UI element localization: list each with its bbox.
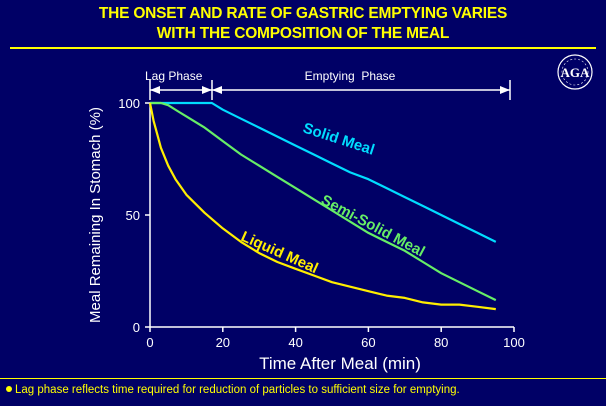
- empty-arrow-left: [212, 86, 222, 94]
- lag-phase-label: Lag Phase: [145, 69, 203, 83]
- x-tick-label-80: 80: [434, 335, 448, 350]
- series-group: [148, 101, 497, 311]
- lag-arrow-right: [202, 86, 212, 94]
- series-line-semi-solid-meal: [150, 101, 497, 302]
- y-tick-label-100: 100: [118, 96, 140, 111]
- x-tick-label-40: 40: [288, 335, 302, 350]
- aga-logo-icon: AGA: [557, 54, 593, 90]
- bullet-icon: [6, 386, 12, 392]
- x-tick-label-60: 60: [361, 335, 375, 350]
- title-line-1: THE ONSET AND RATE OF GASTRIC EMPTYING V…: [98, 5, 508, 22]
- tick-group: 0 20 40 60 80 100 0 50 100: [118, 96, 525, 350]
- footnote: Lag phase reflects time required for red…: [6, 384, 606, 396]
- y-tick-label-0: 0: [133, 320, 140, 335]
- liquid-meal-label: Liquid Meal: [238, 228, 320, 277]
- lag-arrow-left: [150, 86, 160, 94]
- title-underline: [10, 47, 596, 49]
- series-line-liquid-meal: [148, 102, 496, 311]
- logo-text: AGA: [561, 65, 591, 80]
- y-tick-label-50: 50: [126, 208, 140, 223]
- x-axis-label: Time After Meal (min): [259, 354, 421, 373]
- x-tick-label-100: 100: [503, 335, 525, 350]
- empty-arrow-right: [500, 86, 510, 94]
- chart-title: THE ONSET AND RATE OF GASTRIC EMPTYING V…: [0, 4, 606, 44]
- semi-solid-meal-label: Semi-Solid Meal: [318, 192, 428, 261]
- x-tick-label-20: 20: [216, 335, 230, 350]
- phase-annotations: [149, 80, 511, 100]
- y-axis-label: Meal Remaining In Stomach (%): [87, 107, 104, 323]
- footer-divider: [0, 378, 606, 379]
- series-line-solid-meal: [150, 101, 497, 243]
- title-line-2: WITH THE COMPOSITION OF THE MEAL: [156, 25, 450, 42]
- emptying-phase-label: Emptying Phase: [305, 69, 396, 83]
- x-tick-label-0: 0: [146, 335, 153, 350]
- footnote-text: Lag phase reflects time required for red…: [15, 384, 460, 396]
